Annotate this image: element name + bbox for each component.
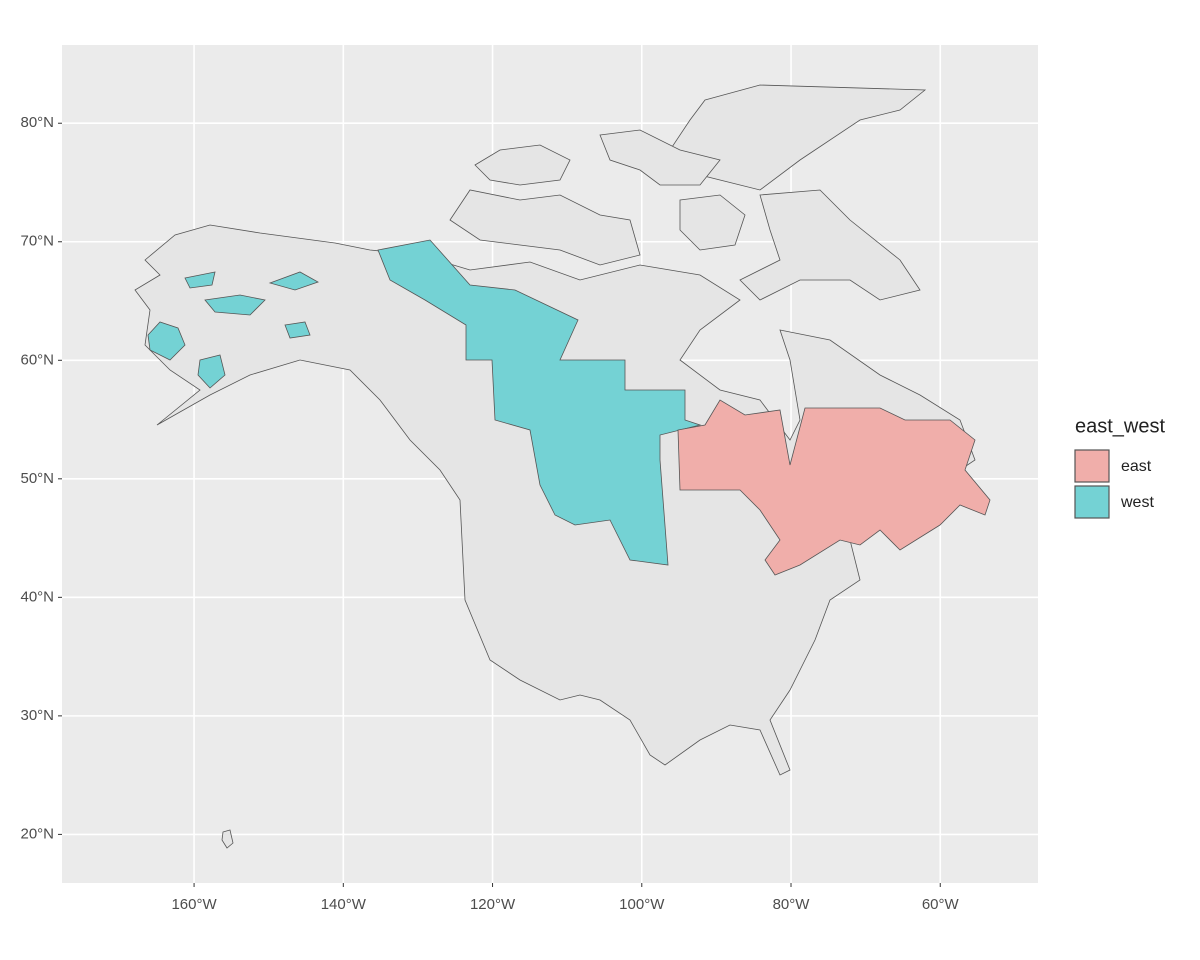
y-tick-label: 50°N: [20, 470, 54, 487]
legend: east west: [1074, 449, 1154, 519]
y-tick-label: 80°N: [20, 114, 54, 131]
region: [147, 321, 186, 361]
region: [204, 294, 266, 316]
island: [739, 189, 921, 301]
island: [679, 194, 746, 251]
y-tick-label: 40°N: [20, 588, 54, 605]
y-tick-label: 20°N: [20, 825, 54, 842]
east-region: [677, 399, 991, 576]
island: [669, 84, 927, 191]
x-tick-label: 160°W: [171, 896, 217, 913]
x-tick-label: 80°W: [773, 896, 811, 913]
legend-label: east: [1121, 458, 1152, 475]
region: [284, 321, 311, 339]
legend-label: west: [1120, 494, 1154, 511]
island: [599, 129, 721, 186]
island: [474, 144, 571, 186]
x-tick-label: 100°W: [619, 896, 665, 913]
region: [377, 239, 702, 566]
hawaii: [221, 829, 234, 849]
island: [449, 189, 641, 266]
region: [677, 399, 991, 576]
region: [268, 271, 319, 291]
legend-key: [1074, 449, 1110, 483]
y-tick-label: 60°N: [20, 351, 54, 368]
x-tick-label: 140°W: [321, 896, 367, 913]
y-tick-label: 30°N: [20, 707, 54, 724]
x-tick-label: 120°W: [470, 896, 516, 913]
west-region: [147, 239, 702, 566]
region: [184, 271, 216, 289]
y-tick-label: 70°N: [20, 233, 54, 250]
region: [197, 354, 226, 389]
legend-title: east_west: [1075, 415, 1165, 437]
x-tick-label: 60°W: [922, 896, 960, 913]
legend-key: [1074, 485, 1110, 519]
